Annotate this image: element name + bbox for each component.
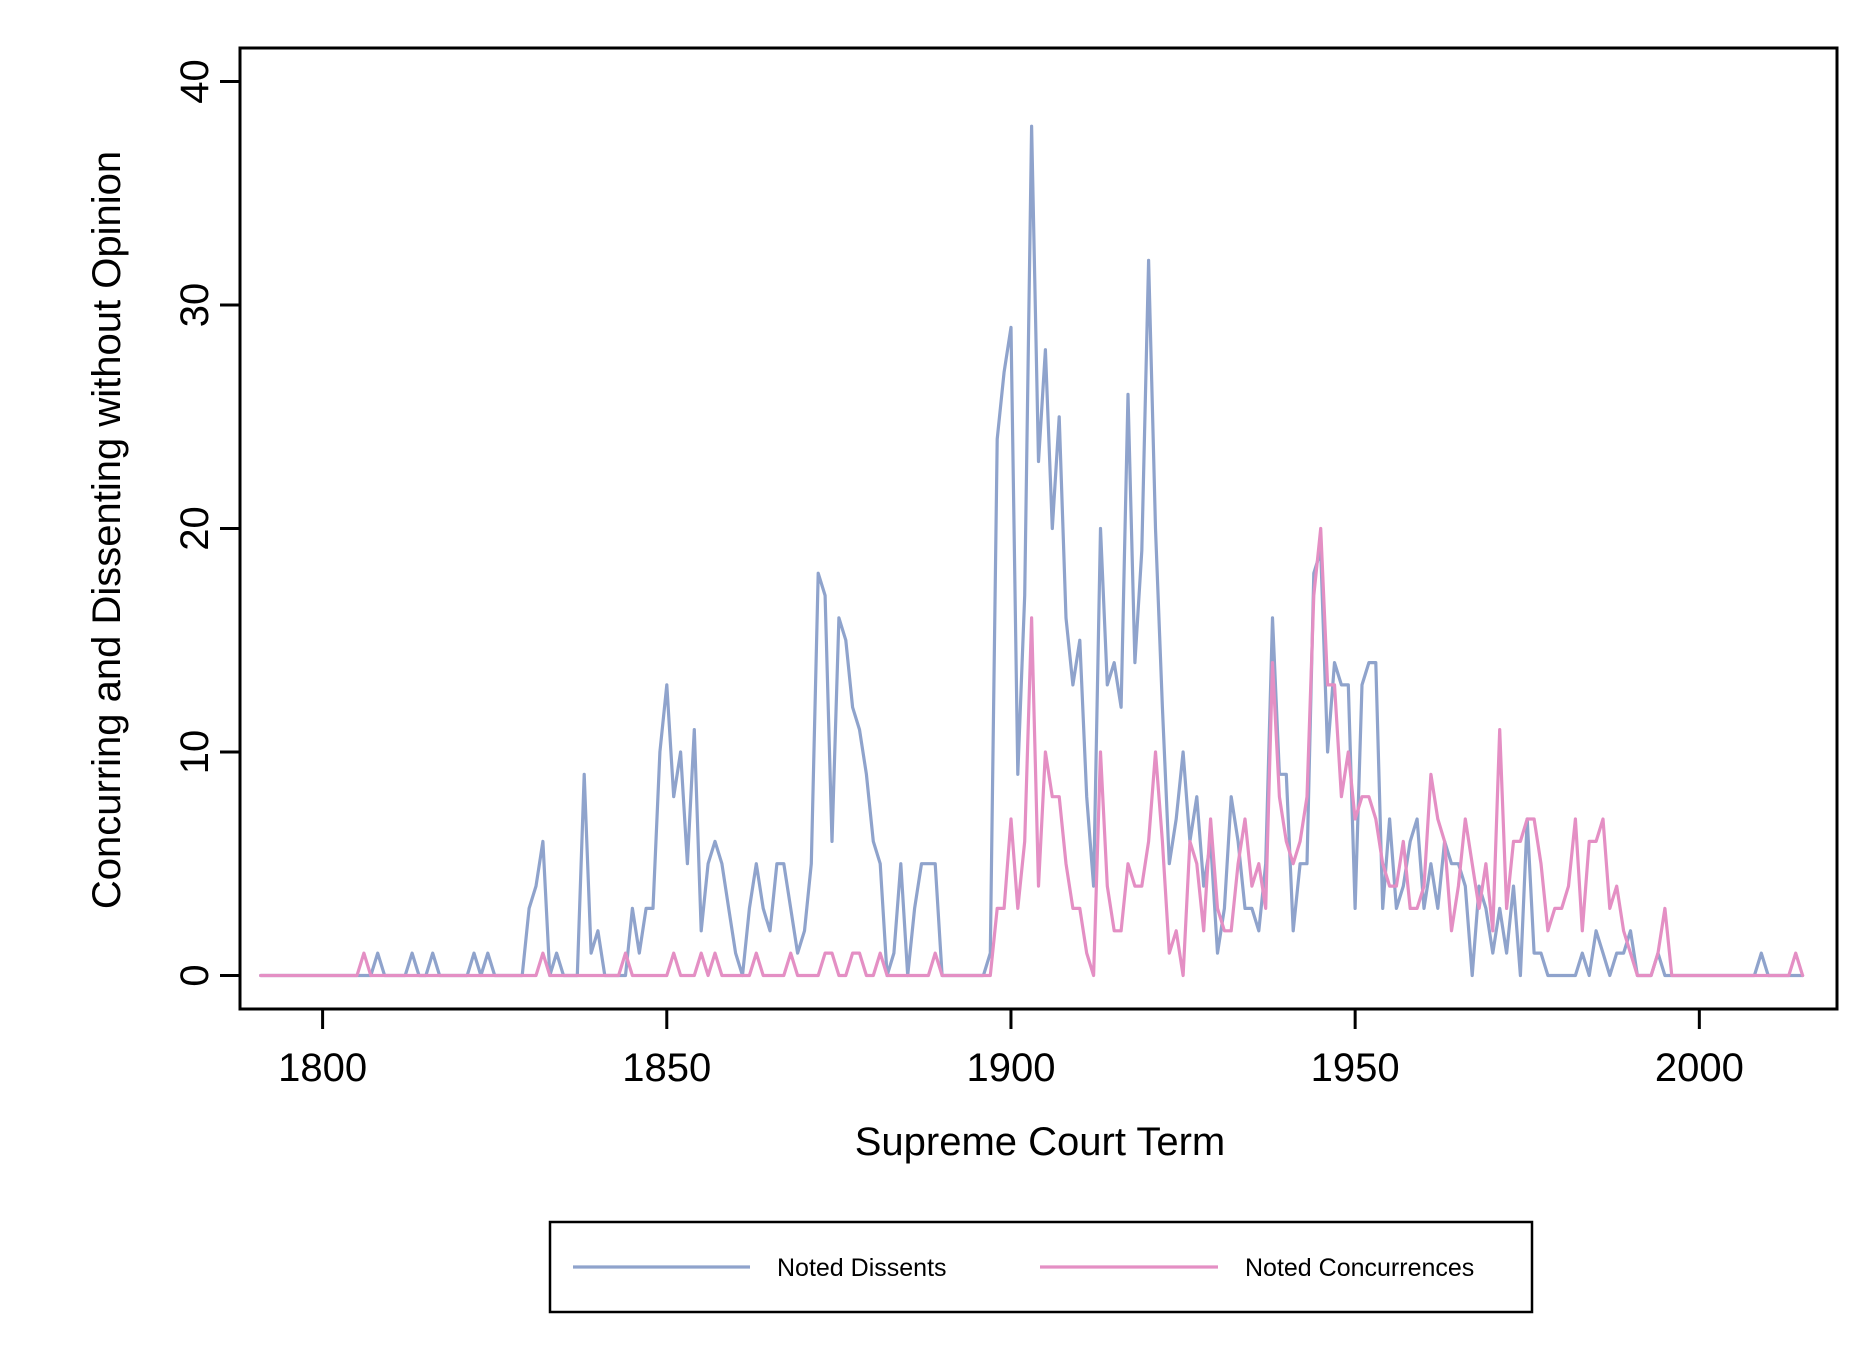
y-tick-label: 40: [173, 59, 217, 104]
x-tick-label: 1850: [622, 1046, 711, 1090]
x-axis-title: Supreme Court Term: [855, 1120, 1226, 1164]
x-tick-label: 1950: [1311, 1046, 1400, 1090]
legend: Noted Dissents Noted Concurrences: [548, 1220, 1534, 1314]
series-line-noted-concurrences: [259, 526, 1805, 978]
y-axis-title: Concurring and Dissenting without Opinio…: [85, 151, 129, 909]
y-tick-label: 10: [173, 730, 217, 775]
legend-label: Noted Dissents: [777, 1254, 947, 1282]
series-line-noted-dissents: [259, 124, 1805, 978]
y-tick-label: 0: [173, 964, 217, 986]
legend-label: Noted Concurrences: [1245, 1254, 1474, 1282]
y-tick-label: 20: [173, 506, 217, 551]
x-tick-label: 2000: [1655, 1046, 1744, 1090]
x-tick-label: 1800: [278, 1046, 367, 1090]
x-tick-label: 1900: [966, 1046, 1055, 1090]
y-tick-label: 30: [173, 283, 217, 328]
